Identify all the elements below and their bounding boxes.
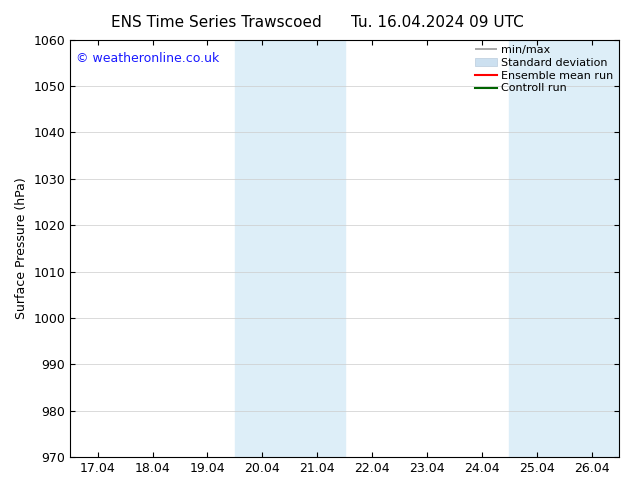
Bar (509, 40, 619, 457)
Text: © weatheronline.co.uk: © weatheronline.co.uk (76, 52, 219, 65)
Text: ENS Time Series Trawscoed      Tu. 16.04.2024 09 UTC: ENS Time Series Trawscoed Tu. 16.04.2024… (110, 15, 524, 30)
Y-axis label: Surface Pressure (hPa): Surface Pressure (hPa) (15, 177, 28, 319)
Bar (235, 40, 345, 457)
Legend: min/max, Standard deviation, Ensemble mean run, Controll run: min/max, Standard deviation, Ensemble me… (472, 43, 616, 96)
